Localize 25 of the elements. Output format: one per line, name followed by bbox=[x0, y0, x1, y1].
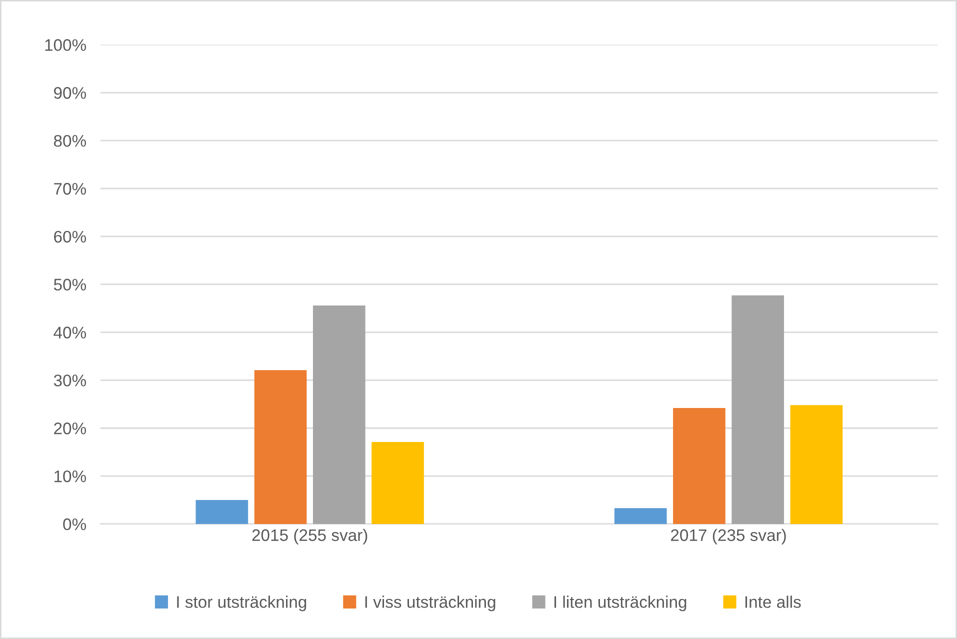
y-tick-label: 90% bbox=[54, 87, 86, 99]
y-tick-label: 40% bbox=[54, 326, 86, 338]
x-tick-label: 2015 (255 svar) bbox=[252, 528, 368, 544]
y-tick-label: 70% bbox=[54, 182, 86, 195]
y-tick-label: 100% bbox=[45, 39, 86, 51]
y-tick-label: 0% bbox=[63, 518, 86, 530]
y-tick-label: 60% bbox=[54, 230, 86, 243]
bar bbox=[614, 508, 667, 524]
bar bbox=[196, 500, 248, 524]
bar bbox=[673, 408, 726, 524]
bar bbox=[254, 370, 307, 524]
y-tick-label: 50% bbox=[54, 278, 86, 291]
x-tick-label: 2017 (235 svar) bbox=[670, 528, 786, 544]
y-tick-label: 20% bbox=[54, 422, 86, 434]
y-tick-label: 10% bbox=[54, 470, 86, 482]
legend-label: I liten utsträckning bbox=[554, 596, 686, 612]
bar bbox=[312, 305, 366, 524]
legend-label: I stor utsträckning bbox=[177, 596, 306, 612]
y-tick-label: 80% bbox=[54, 134, 86, 147]
bar bbox=[790, 405, 843, 524]
legend-label: I viss utsträckning bbox=[365, 596, 496, 612]
legend-label: Inte alls bbox=[745, 596, 801, 608]
bar bbox=[732, 295, 784, 524]
y-tick-label: 30% bbox=[54, 374, 86, 386]
bar bbox=[372, 442, 424, 524]
